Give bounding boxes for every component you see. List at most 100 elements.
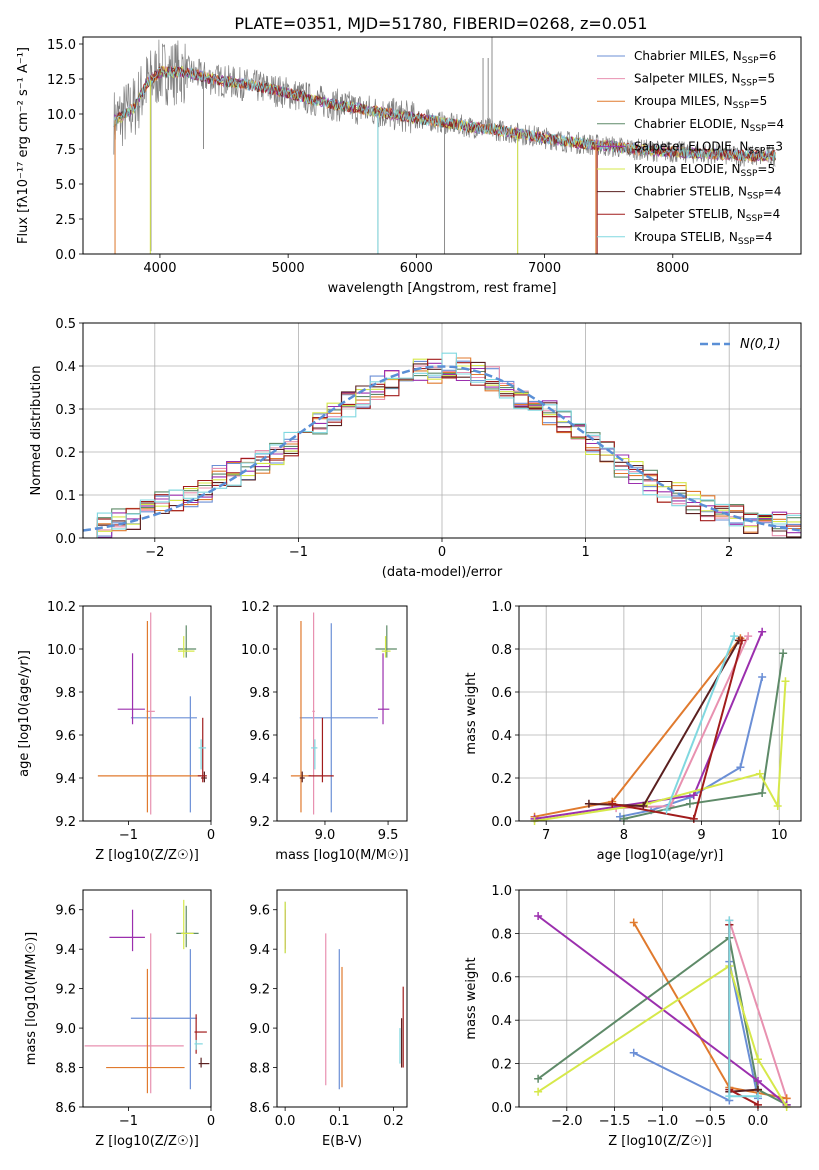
x-tick-label: −1.0 (647, 1114, 679, 1129)
weight-marker-chabrier-elodie (779, 649, 788, 658)
axes-frame (82, 36, 802, 255)
weight-line-salpeter-miles (728, 920, 788, 1099)
y-axis-label: age [log10(age/yr)] (17, 650, 32, 777)
y-tick-label: 10.0 (47, 108, 76, 123)
x-tick-label: 8 (620, 828, 628, 843)
weight-marker-kroupa-elodie (755, 769, 764, 778)
x-tick-label: 0 (207, 1114, 215, 1129)
weight-marker-kroupa-elodie (773, 801, 782, 810)
weight-marker-kroupa-stelib (730, 632, 739, 641)
y-axis-label: mass weight (464, 672, 479, 754)
y-tick-label: 0.4 (491, 729, 512, 744)
x-tick-label: 2 (725, 545, 733, 560)
y-tick-label: 9.4 (55, 772, 76, 787)
spectrum-data-line (113, 39, 776, 167)
legend-label-kroupa-miles-n: Kroupa MILES, NSSP=5 (634, 94, 767, 111)
y-tick-label: 0.2 (491, 772, 512, 787)
weight-marker-salpeter-elodie (534, 912, 543, 921)
histogram-kroupa-stelib (83, 352, 801, 538)
y-tick-label: 9.2 (249, 815, 270, 830)
legend-label-chabrier-miles-n: Chabrier MILES, NSSP=6 (634, 49, 776, 66)
y-tick-label: 2.5 (55, 213, 76, 228)
y-tick-label: 0.3 (55, 403, 76, 418)
x-axis-label: Z [log10(Z/Z☉)] (95, 848, 199, 863)
legend-label-salpeter-elodie-n: Salpeter ELODIE, NSSP=3 (634, 139, 783, 156)
y-tick-label: 9.0 (55, 1022, 76, 1037)
weight-marker-salpeter-stelib (753, 1100, 762, 1109)
spectrum-lines (113, 37, 776, 254)
weight-marker-chabrier-stelib (584, 799, 593, 808)
legend-label-kroupa-elodie-n: Kroupa ELODIE, NSSP=5 (634, 162, 775, 179)
y-tick-label: 8.6 (249, 1101, 270, 1116)
x-axis-label: Z [log10(Z/Z☉)] (608, 1134, 712, 1149)
axes-frame (276, 889, 408, 1108)
weight-line-kroupa-elodie (534, 681, 787, 822)
weight-marker-kroupa-stelib (725, 916, 734, 925)
x-tick-label: 9.5 (378, 828, 399, 843)
z_age-points (97, 612, 207, 815)
weight-marker-kroupa-stelib (725, 1092, 734, 1101)
weight-marker-chabrier-elodie (758, 789, 767, 798)
x-tick-label: 8000 (656, 261, 689, 276)
z-weight-panel: −2.0 −1.5 −1.0 −0.5 0.0 0.0 0.2 0.4 0.6 0.8 1.0 Z [… (464, 884, 802, 1149)
y-tick-label: 0.8 (491, 927, 512, 942)
weight-marker-chabrier-miles (758, 672, 767, 681)
weight-marker-kroupa-elodie (534, 1087, 543, 1096)
y-tick-label: 9.6 (249, 729, 270, 744)
axes-frame (276, 605, 408, 822)
y-tick-label: 1.0 (491, 600, 512, 615)
z-mass-panel: −1 0 8.6 8.8 9.0 9.2 9.4 9.6 Z [log10(Z/Z☉)] mass… (24, 889, 215, 1149)
x-tick-label: 9 (697, 828, 705, 843)
legend-label-chabrier-stelib-n: Chabrier STELIB, NSSP=4 (634, 185, 782, 202)
weight-marker-salpeter-stelib (608, 799, 617, 808)
x-tick-label: 0 (207, 828, 215, 843)
y-tick-label: 9.2 (55, 983, 76, 998)
x-tick-label: −1.5 (599, 1114, 631, 1129)
x-tick-label: −2 (145, 545, 164, 560)
weight-marker-kroupa-miles (629, 918, 638, 927)
weight-marker-kroupa-stelib (753, 1092, 762, 1101)
axes-frame (82, 322, 802, 539)
y-tick-label: 1.0 (491, 884, 512, 899)
x-tick-label: 4000 (143, 261, 176, 276)
weight-marker-chabrier-miles (629, 1048, 638, 1057)
z_mass-points (84, 899, 210, 1094)
y-tick-label: 12.5 (47, 73, 76, 88)
y-tick-label: 0.4 (55, 360, 76, 375)
weight-marker-chabrier-elodie (619, 814, 628, 823)
y-tick-label: 0.0 (491, 815, 512, 830)
x-tick-label: 0.2 (383, 1114, 404, 1129)
weight-marker-chabrier-miles (736, 763, 745, 772)
x-tick-label: 0 (438, 545, 446, 560)
ebv-mass-panel: 0.0 0.1 0.2 8.6 8.8 9.0 9.2 9.4 9.6 E(B-V) (249, 889, 408, 1149)
y-axis-label: Flux [fλ10⁻¹⁷ erg cm⁻² s⁻¹ A⁻¹] (16, 47, 31, 244)
weight-line-kroupa-miles (534, 637, 742, 818)
age-weight-panel: 7 8 9 10 0.0 0.2 0.4 0.6 0.8 1.0 age [log10(age/yr… (464, 600, 802, 863)
y-axis-label: mass weight (464, 957, 479, 1039)
y-axis-label: Normed distribution (29, 366, 44, 496)
weight-marker-salpeter-elodie (758, 627, 767, 636)
weight-marker-salpeter-stelib (689, 814, 698, 823)
x-axis-label: Z [log10(Z/Z☉)] (95, 1134, 199, 1149)
y-tick-label: 9.2 (55, 815, 76, 830)
y-tick-label: 10.0 (47, 643, 76, 658)
y-tick-label: 10.2 (241, 600, 270, 615)
y-axis-label: mass [log10(M/M☉)] (24, 932, 39, 1065)
y-tick-label: 9.2 (249, 983, 270, 998)
legend-label-kroupa-stelib-n: Kroupa STELIB, NSSP=4 (634, 230, 772, 247)
weight-marker-kroupa-elodie (781, 677, 790, 686)
model-line-kroupa-stelib (113, 66, 776, 161)
x-tick-label: −1 (289, 545, 308, 560)
y-tick-label: 0.0 (55, 248, 76, 263)
x-tick-label: 0.0 (748, 1114, 769, 1129)
y-tick-label: 9.8 (55, 686, 76, 701)
y-tick-label: 9.6 (55, 904, 76, 919)
y-tick-label: 9.0 (249, 1022, 270, 1037)
x-tick-label: 0.1 (329, 1114, 350, 1129)
x-tick-label: 10 (771, 828, 788, 843)
weight-marker-salpeter-stelib (737, 636, 746, 645)
legend-label-salpeter-miles-n: Salpeter MILES, NSSP=5 (634, 72, 775, 89)
y-tick-label: 0.4 (491, 1014, 512, 1029)
legend-label-gaussian: N(0,1) (740, 337, 781, 352)
y-tick-label: 0.8 (491, 643, 512, 658)
